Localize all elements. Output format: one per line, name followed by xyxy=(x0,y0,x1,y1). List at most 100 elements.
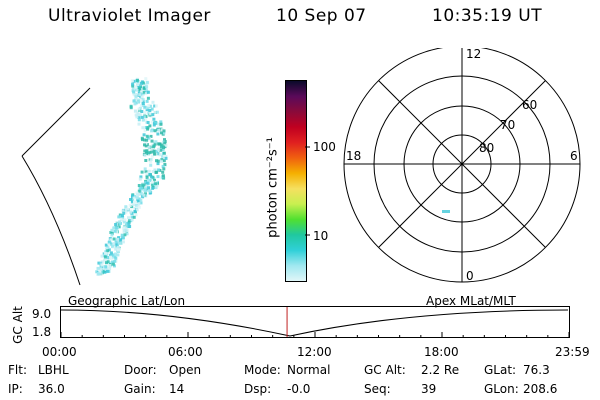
emission-pixel xyxy=(145,108,149,112)
emission-pixel xyxy=(149,163,153,167)
emission-pixel xyxy=(107,248,111,252)
emission-pixel xyxy=(131,84,135,88)
emission-pixel xyxy=(163,138,166,142)
info-value-flt: LBHL xyxy=(38,363,69,377)
polar-emission-spot xyxy=(442,210,450,213)
emission-pixel xyxy=(107,242,111,246)
emission-pixel xyxy=(134,203,138,207)
emission-pixel xyxy=(162,159,166,163)
emission-pixel xyxy=(129,198,132,201)
emission-pixel xyxy=(145,185,148,189)
emission-pixel xyxy=(137,189,141,193)
emission-pixel xyxy=(139,192,143,196)
emission-pixel xyxy=(146,126,150,130)
emission-pixel xyxy=(144,77,148,81)
emission-pixel xyxy=(103,255,107,259)
emission-pixel xyxy=(141,183,145,187)
emission-pixel xyxy=(122,226,126,230)
emission-pixel xyxy=(110,233,114,237)
emission-pixel xyxy=(153,104,157,108)
emission-pixel xyxy=(142,188,145,192)
emission-pixel xyxy=(145,134,149,138)
emission-pixel xyxy=(143,105,147,109)
emission-pixel xyxy=(154,104,158,108)
emission-pixel xyxy=(143,117,147,121)
emission-pixel xyxy=(141,81,145,85)
colorbar-unit-label: photon cm⁻²s⁻¹ xyxy=(265,137,281,238)
emission-pixel xyxy=(103,251,107,255)
emission-pixel xyxy=(116,253,120,257)
timeline-x-tick-2359: 23:59 xyxy=(555,345,590,359)
emission-pixel xyxy=(141,102,145,105)
timeline-x-tick-0600: 06:00 xyxy=(168,345,203,359)
emission-pixel xyxy=(143,138,147,142)
emission-pixel xyxy=(137,87,141,91)
emission-pixel xyxy=(133,109,137,113)
emission-pixel xyxy=(142,133,146,137)
emission-pixel xyxy=(150,175,153,179)
emission-pixel xyxy=(161,170,165,174)
emission-pixel xyxy=(162,167,166,171)
mlt-label-0: 0 xyxy=(466,269,474,283)
emission-pixel xyxy=(139,201,143,205)
emission-pixel xyxy=(157,122,161,126)
emission-pixel xyxy=(137,192,141,196)
emission-pixel xyxy=(129,104,133,108)
emission-pixel xyxy=(152,144,156,148)
emission-pixel xyxy=(143,129,147,133)
emission-pixel xyxy=(145,172,149,176)
emission-pixel xyxy=(124,208,128,212)
emission-pixel xyxy=(111,253,115,257)
emission-pixel xyxy=(130,79,134,83)
emission-pixel xyxy=(134,213,138,217)
emission-pixel xyxy=(112,237,116,241)
emission-pixel xyxy=(146,121,150,124)
emission-pixel xyxy=(153,142,157,146)
emission-pixel xyxy=(112,226,116,230)
emission-pixel xyxy=(134,95,138,99)
emission-pixel xyxy=(136,113,140,116)
emission-pixel xyxy=(142,90,146,94)
emission-pixel xyxy=(163,141,167,145)
emission-pixel xyxy=(123,218,127,222)
emission-pixel xyxy=(130,218,134,222)
emission-pixel xyxy=(125,221,129,225)
emission-pixel xyxy=(115,230,119,234)
emission-pixel xyxy=(106,256,110,259)
emission-pixel xyxy=(156,175,160,179)
info-value-door: Open xyxy=(169,363,202,377)
emission-pixel xyxy=(153,168,157,172)
limb-line-lower xyxy=(21,155,81,286)
emission-pixel xyxy=(114,242,118,246)
info-key-seq: Seq: xyxy=(364,382,391,396)
emission-pixel xyxy=(136,208,139,212)
emission-pixel xyxy=(119,217,123,221)
colorbar-tick-label-10: 10 xyxy=(313,229,329,243)
emission-pixel xyxy=(133,200,136,204)
emission-pixel xyxy=(97,272,101,276)
colorbar-ticks xyxy=(305,146,310,236)
emission-pixel xyxy=(147,111,151,115)
emission-pixel xyxy=(143,149,147,153)
emission-pixel xyxy=(155,170,159,174)
emission-pixel xyxy=(108,261,112,265)
emission-pixel xyxy=(118,220,122,224)
emission-pixel xyxy=(139,104,143,108)
emission-pixel xyxy=(147,178,150,182)
emission-pixel xyxy=(140,110,144,113)
emission-pixel xyxy=(142,193,146,197)
info-value-dsp: -0.0 xyxy=(287,382,311,396)
emission-pixel xyxy=(104,253,108,257)
emission-pixel xyxy=(156,159,160,163)
emission-pixel xyxy=(157,142,161,146)
emission-pixel xyxy=(95,270,99,274)
emission-pixel xyxy=(117,225,121,229)
emission-pixel xyxy=(117,241,121,245)
info-value-mode: Normal xyxy=(287,363,331,377)
emission-pixel xyxy=(132,79,136,83)
emission-pixel xyxy=(108,267,112,270)
emission-pixel xyxy=(113,259,117,263)
emission-pixel xyxy=(109,256,113,260)
info-value-seq: 39 xyxy=(421,382,437,396)
